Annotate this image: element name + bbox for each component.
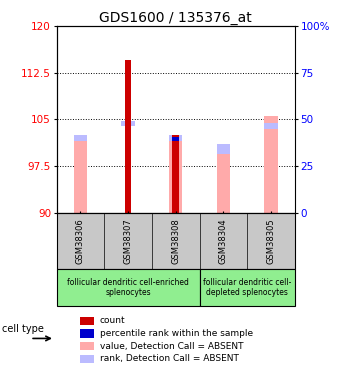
Bar — [121, 121, 135, 126]
Bar — [125, 60, 131, 213]
Text: GSM38304: GSM38304 — [219, 218, 228, 264]
Text: GSM38306: GSM38306 — [76, 218, 85, 264]
Bar — [173, 135, 179, 213]
Text: value, Detection Call = ABSENT: value, Detection Call = ABSENT — [99, 342, 243, 351]
Text: follicular dendritic cell-
depleted splenocytes: follicular dendritic cell- depleted sple… — [203, 278, 292, 297]
Text: GSM38308: GSM38308 — [171, 218, 180, 264]
Bar — [200, 269, 295, 306]
Bar — [264, 116, 278, 213]
Bar — [217, 144, 230, 154]
Text: GSM38305: GSM38305 — [267, 218, 276, 264]
Text: count: count — [99, 316, 125, 325]
Bar — [217, 154, 230, 213]
Bar — [74, 141, 87, 213]
Bar — [74, 135, 87, 141]
Title: GDS1600 / 135376_at: GDS1600 / 135376_at — [99, 11, 252, 25]
Bar — [57, 269, 200, 306]
Text: GSM38307: GSM38307 — [123, 218, 133, 264]
Bar — [264, 123, 278, 129]
Text: cell type: cell type — [2, 324, 44, 334]
Text: rank, Detection Call = ABSENT: rank, Detection Call = ABSENT — [99, 354, 238, 363]
Bar — [173, 137, 179, 141]
Text: percentile rank within the sample: percentile rank within the sample — [99, 329, 253, 338]
Bar — [80, 355, 94, 363]
Bar — [169, 141, 182, 213]
Bar — [80, 329, 94, 338]
Bar — [169, 135, 182, 141]
Bar — [80, 316, 94, 325]
Bar — [80, 342, 94, 350]
Text: follicular dendritic cell-enriched
splenocytes: follicular dendritic cell-enriched splen… — [67, 278, 189, 297]
